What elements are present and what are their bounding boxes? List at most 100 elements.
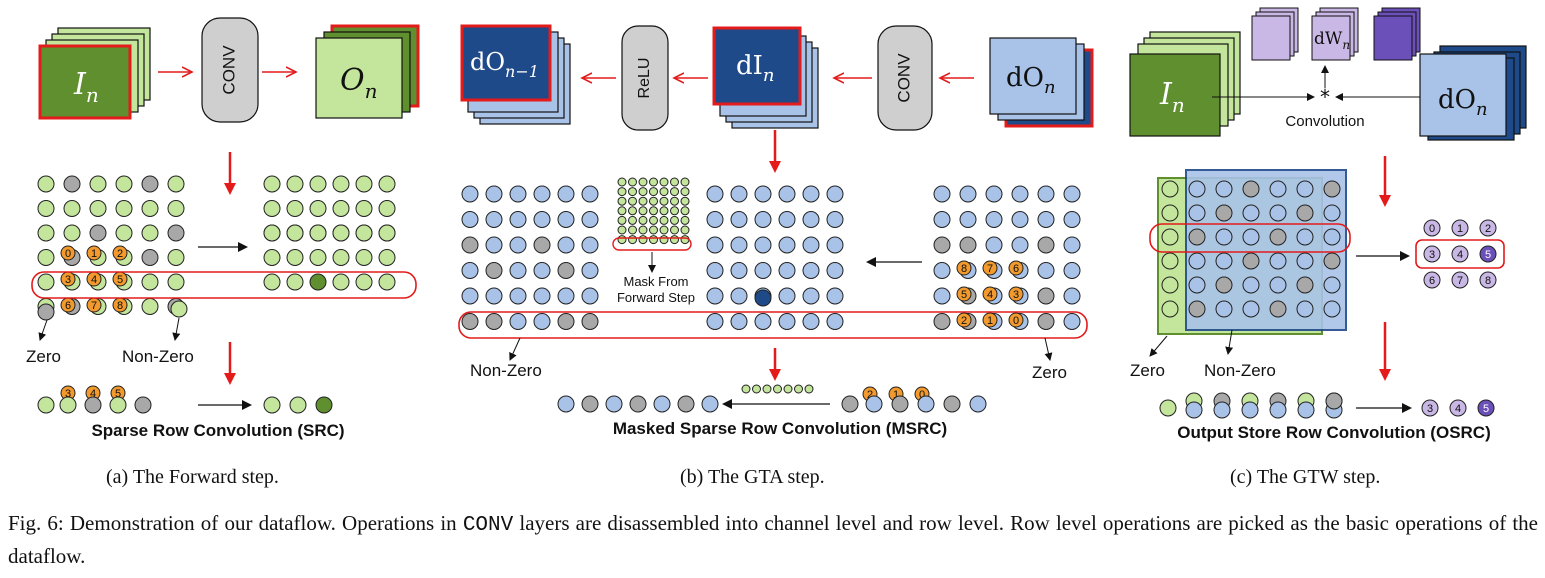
dot [1269, 276, 1287, 294]
dot [485, 262, 503, 279]
numbered-dot [956, 312, 972, 328]
dot [1296, 252, 1314, 270]
forward-panel: In CONV On 0 1 2 3 4 5 6 7 8 Zero Non-Zero 3 [26, 17, 420, 440]
dI-stack: dIn [712, 26, 819, 129]
dot-number: 7 [91, 300, 97, 312]
dot [778, 262, 796, 279]
dot [1269, 252, 1287, 270]
dot [461, 211, 479, 228]
dot [754, 211, 772, 228]
dot [933, 313, 951, 330]
dot [628, 235, 637, 245]
conv-block: CONV [201, 17, 259, 123]
dot [141, 224, 159, 242]
dot [680, 187, 690, 197]
dot [37, 175, 55, 193]
dot [969, 395, 987, 413]
dot [649, 215, 658, 225]
dot [1011, 236, 1029, 254]
dot [1159, 399, 1177, 417]
dot [1215, 180, 1233, 198]
dot [263, 249, 281, 266]
caption-gtw: (c) The GTW step. [1230, 466, 1381, 488]
gtw-overlay-grid [1161, 180, 1341, 318]
weight-dot [1423, 271, 1441, 289]
dot [1063, 185, 1081, 203]
dot [461, 185, 479, 203]
numbered-dot [86, 245, 102, 261]
dot [1242, 228, 1260, 246]
msrc-output-row [557, 395, 719, 413]
dot-number: 0 [1013, 315, 1019, 327]
dot [783, 384, 793, 394]
gtw-input-label: I [1159, 77, 1173, 112]
dot [89, 175, 107, 193]
dot [802, 262, 820, 279]
weight-gradient-grid: 0 1 2 3 4 5 6 7 8 [1423, 219, 1497, 289]
dot [841, 395, 859, 413]
convolution-star: * [1320, 85, 1330, 109]
osrc-output-row: 3 4 5 [1421, 399, 1495, 417]
dot [638, 187, 648, 197]
dot [1188, 204, 1206, 222]
dot [557, 395, 575, 413]
dot [778, 211, 796, 228]
dot [378, 224, 396, 242]
svg-text:dIn: dIn [736, 51, 775, 86]
gtw-highlight-row [1149, 223, 1351, 253]
dot-number: 3 [65, 274, 71, 286]
dot [670, 187, 679, 197]
dot [509, 236, 527, 254]
caption-code: CONV [462, 514, 514, 537]
gta-panel: dOn CONV dIn ReLU [458, 24, 1094, 438]
dot [680, 177, 690, 187]
dot [752, 384, 761, 394]
weight-number: 0 [1429, 223, 1435, 235]
numbered-dot [1008, 312, 1024, 328]
dot [730, 185, 748, 203]
gta-mid-grid [706, 185, 844, 330]
dot-number: 7 [987, 263, 993, 275]
dot [1188, 228, 1206, 246]
dot [649, 225, 658, 235]
dot [680, 196, 690, 206]
dot [933, 236, 951, 254]
dot [89, 224, 107, 242]
dot [629, 395, 647, 413]
dot [778, 287, 796, 305]
gta-conv-label: CONV [894, 53, 913, 103]
dot [263, 273, 281, 291]
svg-text:In: In [73, 67, 99, 107]
dot [37, 273, 55, 291]
dot [802, 313, 820, 330]
dot [1323, 204, 1341, 222]
dot [730, 262, 748, 279]
dot [115, 224, 133, 242]
dot [309, 273, 327, 291]
dot [670, 235, 679, 245]
dot [638, 225, 648, 235]
weight-number: 3 [1429, 249, 1435, 261]
numbered-dot [1008, 286, 1024, 302]
weight-dot [1423, 219, 1441, 237]
figure-caption: Fig. 6: Demonstration of our dataflow. O… [8, 508, 1538, 571]
dot [115, 200, 133, 217]
dot [263, 396, 281, 414]
dot [581, 236, 599, 254]
osrc-title: Output Store Row Convolution (OSRC) [1177, 423, 1491, 442]
weight-dot [1479, 219, 1497, 237]
dot [63, 175, 81, 193]
dot [461, 236, 479, 254]
dot-number: 8 [961, 263, 967, 275]
dot [617, 196, 627, 206]
dot [1215, 300, 1233, 318]
dot [659, 196, 669, 206]
dO-stack: dOn [989, 37, 1094, 128]
dot [917, 395, 935, 413]
dot [1215, 204, 1233, 222]
svg-text:dOn: dOn [1006, 63, 1056, 98]
dot [581, 262, 599, 279]
dot [628, 177, 637, 187]
dot-number: 5 [961, 289, 967, 301]
dot [1323, 252, 1341, 270]
